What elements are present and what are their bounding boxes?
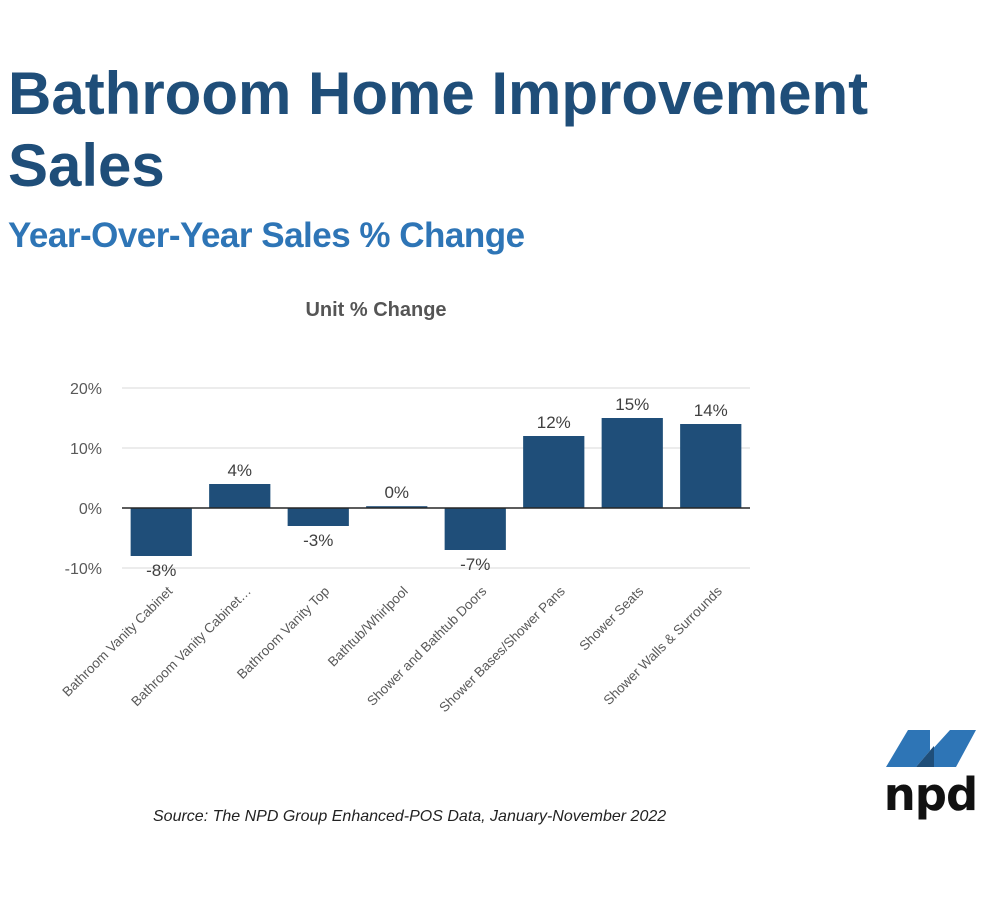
page-title: Bathroom Home Improvement Sales xyxy=(8,60,869,199)
bars xyxy=(130,418,742,556)
npd-logo-mark-icon xyxy=(886,730,976,767)
y-tick-label: 10% xyxy=(70,441,102,458)
data-label: 14% xyxy=(694,401,728,420)
data-label: -3% xyxy=(303,531,333,550)
data-label: 15% xyxy=(615,395,649,414)
bar xyxy=(523,436,585,508)
source-note: Source: The NPD Group Enhanced-POS Data,… xyxy=(153,808,667,825)
category-label: Bathtub/Whirlpool xyxy=(325,584,411,670)
y-tick-label: -10% xyxy=(65,561,102,578)
bar xyxy=(601,418,663,508)
page-subtitle: Year-Over-Year Sales % Change xyxy=(8,216,525,255)
npd-logo-text: npd xyxy=(883,768,978,821)
bar xyxy=(209,484,271,508)
y-axis-ticks: 20% 10% 0% -10% xyxy=(65,381,102,578)
bar xyxy=(130,508,192,556)
npd-logo: npd xyxy=(878,722,983,832)
data-labels: -8% 4% -3% 0% -7% 12% 15% 14% xyxy=(146,395,728,580)
bar xyxy=(444,508,506,550)
data-label: -7% xyxy=(460,555,490,574)
bar xyxy=(680,424,742,508)
chart-title: Unit % Change xyxy=(305,299,446,321)
data-label: 4% xyxy=(227,461,252,480)
category-label: Shower Seats xyxy=(576,583,646,653)
y-tick-label: 0% xyxy=(79,501,102,518)
y-tick-label: 20% xyxy=(70,381,102,398)
bar xyxy=(287,508,349,526)
bar xyxy=(366,506,428,508)
data-label: 0% xyxy=(384,483,409,502)
data-label: -8% xyxy=(146,561,176,580)
bar-chart: Unit % Change 20% 10% 0% -10% -8% 4% -3% 0% -7%… xyxy=(59,299,750,715)
data-label: 12% xyxy=(537,413,571,432)
category-label: Shower Bases/Shower Pans xyxy=(436,583,568,715)
